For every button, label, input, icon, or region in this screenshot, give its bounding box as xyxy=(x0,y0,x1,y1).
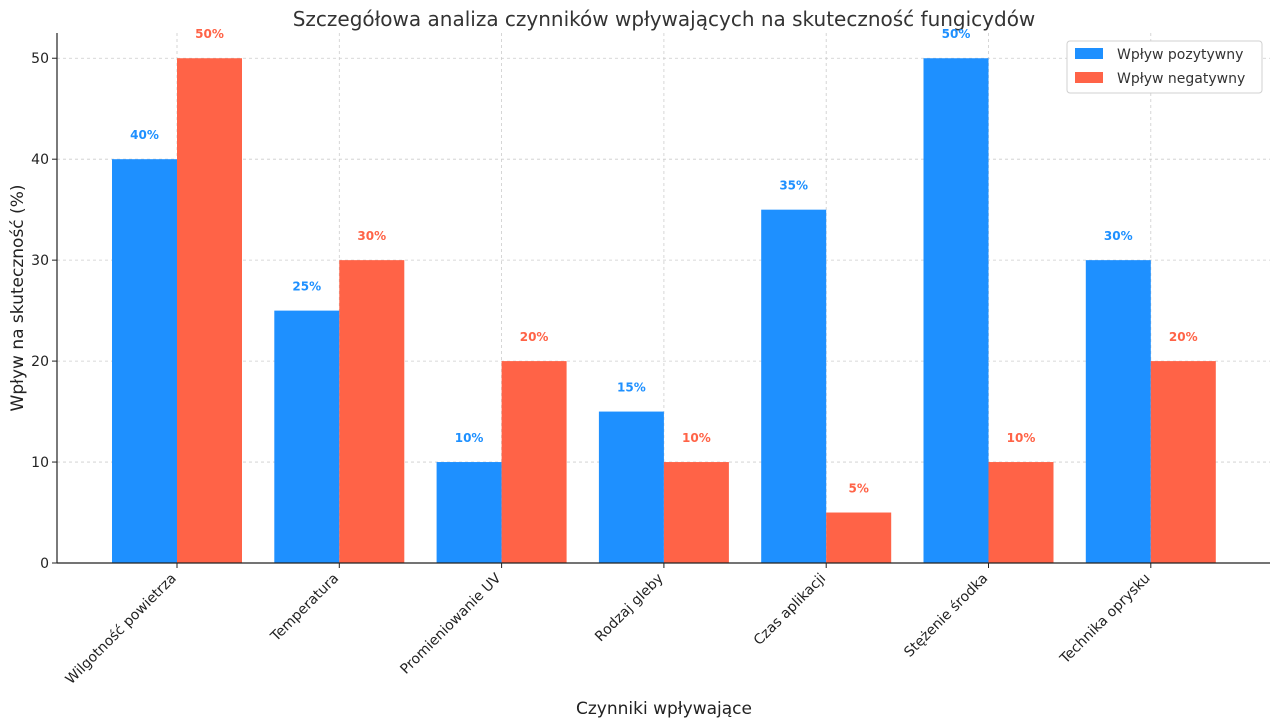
y-tick-label: 50 xyxy=(31,51,49,67)
x-tick-label: Wilgotność powietrza xyxy=(63,571,180,688)
bar-negative xyxy=(1150,361,1216,563)
data-label-negative: 10% xyxy=(1007,431,1036,445)
x-tick-label: Technika oprysku xyxy=(1057,571,1154,668)
legend-swatch xyxy=(1075,48,1103,59)
data-label-positive: 50% xyxy=(942,27,971,41)
data-label-negative: 10% xyxy=(682,431,711,445)
data-label-positive: 10% xyxy=(455,431,484,445)
y-tick-label: 20 xyxy=(31,354,49,370)
bar-positive xyxy=(274,310,340,563)
bar-negative xyxy=(663,462,729,563)
bar-negative xyxy=(826,512,892,563)
data-label-positive: 15% xyxy=(617,381,646,395)
bar-positive xyxy=(761,209,827,563)
x-tick-label: Promieniowanie UV xyxy=(397,570,504,677)
data-label-negative: 30% xyxy=(357,229,386,243)
x-tick-label: Rodzaj gleby xyxy=(592,571,667,646)
chart-title: Szczegółowa analiza czynników wpływający… xyxy=(293,7,1036,31)
legend: Wpływ pozytywny Wpływ negatywny xyxy=(1066,40,1263,94)
data-label-positive: 40% xyxy=(130,128,159,142)
data-label-positive: 35% xyxy=(779,179,808,193)
bar-positive xyxy=(112,159,177,563)
data-labels: 40% 50% 25% 30% 10% 20% 15% 10% 35% 5% 50% 10% 30% 20… xyxy=(130,27,1198,495)
data-label-positive: 30% xyxy=(1104,229,1133,243)
bar-positive xyxy=(436,462,502,563)
data-label-negative: 20% xyxy=(520,330,549,344)
bar-negative xyxy=(988,462,1054,563)
bars xyxy=(112,58,1216,563)
bar-positive xyxy=(598,411,664,563)
legend-label: Wpływ negatywny xyxy=(1117,71,1245,87)
x-axis-label: Czynniki wpływające xyxy=(576,699,752,719)
y-tick-label: 40 xyxy=(31,152,49,168)
legend-box xyxy=(1066,40,1263,94)
bar-positive xyxy=(923,58,989,563)
data-label-negative: 20% xyxy=(1169,330,1198,344)
data-label-positive: 25% xyxy=(292,280,321,294)
y-axis-label: Wpływ na skuteczność (%) xyxy=(8,185,28,412)
x-tick-label: Temperatura xyxy=(267,571,342,646)
y-tick-label: 30 xyxy=(31,253,49,269)
bar-positive xyxy=(1085,260,1151,563)
y-tick-label: 0 xyxy=(40,556,49,572)
data-label-negative: 5% xyxy=(849,482,869,496)
bar-negative xyxy=(177,58,242,563)
x-tick-label: Czas aplikacji xyxy=(751,571,829,649)
bar-negative xyxy=(339,260,405,563)
legend-swatch xyxy=(1075,72,1103,83)
data-label-negative: 50% xyxy=(195,27,224,41)
y-tick-label: 10 xyxy=(31,455,49,471)
bar-negative xyxy=(501,361,567,563)
legend-label: Wpływ pozytywny xyxy=(1117,47,1243,63)
x-tick-label: Stężenie środka xyxy=(901,571,991,661)
